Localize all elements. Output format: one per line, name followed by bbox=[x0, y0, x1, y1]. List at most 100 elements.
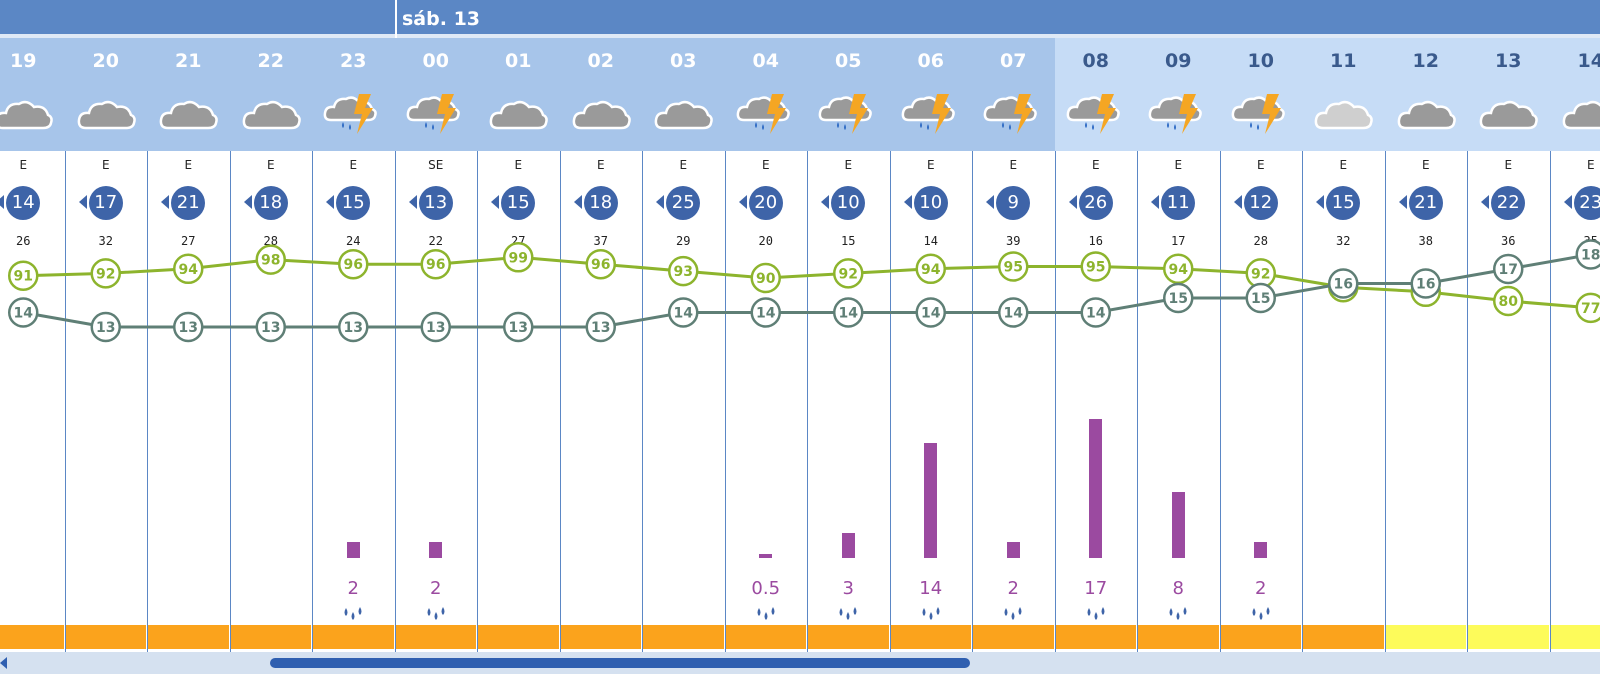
hour-label: 20 bbox=[92, 50, 119, 72]
precipitation-bar bbox=[1171, 492, 1185, 558]
hour-header: 03 bbox=[642, 38, 725, 151]
hour-label: 13 bbox=[1495, 50, 1522, 72]
wind-speed-badge: 15 bbox=[336, 186, 371, 220]
hour-label: 19 bbox=[10, 50, 37, 72]
thunderstorm-rain-icon bbox=[1231, 90, 1291, 136]
humidity-point bbox=[420, 248, 451, 280]
hour-header: 20 bbox=[64, 38, 147, 151]
cloud-icon bbox=[158, 90, 219, 136]
column-divider bbox=[559, 38, 561, 652]
hour-label: 21 bbox=[175, 50, 202, 72]
wind-speed-badge: 20 bbox=[748, 186, 783, 220]
precipitation-value: 14 bbox=[919, 578, 943, 599]
wind-direction: E bbox=[679, 158, 688, 172]
wind-arrow-icon bbox=[161, 195, 170, 209]
hour-header: 11 bbox=[1302, 38, 1385, 151]
column-divider bbox=[1219, 38, 1221, 652]
day-label: sáb. 13 bbox=[402, 8, 481, 30]
warning-band bbox=[148, 625, 229, 649]
precipitation-value: 2 bbox=[1007, 578, 1019, 599]
rain-drops-icon bbox=[312, 604, 395, 627]
temperature-label: 18 bbox=[1581, 248, 1600, 264]
humidity-label: 91 bbox=[14, 269, 33, 285]
wind-arrow-icon bbox=[491, 195, 500, 209]
wind-arrow-icon bbox=[243, 195, 252, 209]
hour-label: 05 bbox=[835, 50, 862, 72]
wind-direction: E bbox=[1504, 158, 1513, 172]
column-divider bbox=[64, 38, 66, 652]
humidity-label: 94 bbox=[179, 262, 199, 278]
temperature-label: 13 bbox=[344, 320, 363, 336]
wind-gust: 14 bbox=[923, 234, 938, 248]
temperature-label: 13 bbox=[426, 320, 445, 336]
hour-header: 02 bbox=[559, 38, 642, 151]
temperature-label: 15 bbox=[1169, 291, 1188, 307]
temperature-point bbox=[833, 297, 864, 328]
wind-arrow-icon bbox=[1151, 195, 1160, 209]
thunderstorm-rain-icon bbox=[1066, 90, 1126, 136]
hour-header: 10 bbox=[1219, 38, 1302, 151]
temperature-point bbox=[255, 311, 286, 343]
hour-label: 22 bbox=[257, 50, 284, 72]
humidity-label: 93 bbox=[674, 264, 693, 280]
forecast-chart-lines: 9192949896969996939092949595949286848077… bbox=[8, 239, 1600, 343]
wind-speed-badge: 11 bbox=[1161, 186, 1196, 220]
humidity-point bbox=[173, 253, 204, 285]
hour-label: 14 bbox=[1577, 50, 1600, 72]
wind-direction: E bbox=[1421, 158, 1430, 172]
column-divider bbox=[1384, 38, 1386, 652]
column-divider bbox=[477, 38, 478, 652]
wind-speed-badge: 18 bbox=[583, 186, 618, 220]
temperature-label: 13 bbox=[179, 320, 198, 336]
precipitation-value: 0.5 bbox=[751, 578, 781, 599]
humidity-label: 92 bbox=[96, 266, 115, 282]
wind-direction: E bbox=[1586, 158, 1595, 172]
hour-label: 09 bbox=[1165, 50, 1192, 72]
cloud-icon bbox=[488, 90, 549, 136]
warning-band bbox=[1550, 625, 1600, 649]
humidity-point bbox=[8, 260, 39, 291]
thunderstorm-rain-icon bbox=[901, 90, 961, 136]
warning-band bbox=[1220, 625, 1301, 649]
warning-band bbox=[725, 625, 806, 649]
wind-direction: E bbox=[1174, 158, 1183, 172]
hour-header: 08 bbox=[1054, 38, 1137, 151]
column-divider bbox=[642, 38, 643, 652]
temperature-label: 13 bbox=[261, 320, 280, 336]
temperature-label: 14 bbox=[674, 306, 694, 322]
precipitation-value: 2 bbox=[347, 578, 359, 599]
wind-direction: SE bbox=[428, 158, 444, 172]
wind-speed-badge: 22 bbox=[1491, 186, 1526, 220]
temperature-point bbox=[420, 311, 451, 343]
temperature-label: 14 bbox=[921, 306, 941, 322]
wind-direction: E bbox=[926, 158, 935, 172]
cloud-icon bbox=[1561, 90, 1600, 136]
wind-speed-badge: 23 bbox=[1573, 186, 1600, 220]
hour-header: 04 bbox=[724, 38, 807, 151]
scroll-thumb[interactable] bbox=[270, 658, 970, 668]
wind-direction: E bbox=[761, 158, 770, 172]
temperature-point bbox=[338, 311, 369, 343]
wind-gust: 26 bbox=[16, 234, 31, 248]
warning-band bbox=[1055, 625, 1136, 649]
wind-gust: 24 bbox=[346, 234, 361, 248]
wind-gust: 29 bbox=[676, 234, 691, 248]
warning-band bbox=[313, 625, 394, 649]
humidity-point bbox=[915, 253, 946, 285]
horizontal-scrollbar[interactable] bbox=[0, 652, 1600, 674]
precipitation-value: 3 bbox=[842, 578, 854, 599]
humidity-point bbox=[1493, 285, 1524, 317]
wind-direction: E bbox=[101, 158, 110, 172]
wind-speed-badge: 9 bbox=[996, 186, 1031, 220]
wind-arrow-icon bbox=[1398, 195, 1407, 209]
temperature-label: 16 bbox=[1416, 277, 1435, 293]
rain-drops-icon bbox=[890, 604, 973, 627]
wind-gust: 32 bbox=[1336, 234, 1351, 248]
temperature-label: 14 bbox=[14, 306, 34, 322]
header-divider bbox=[0, 34, 1600, 38]
humidity-point bbox=[1080, 251, 1111, 282]
humidity-point bbox=[833, 258, 864, 289]
humidity-label: 95 bbox=[1004, 260, 1023, 276]
rain-drops-icon bbox=[725, 604, 808, 627]
scroll-left-icon[interactable] bbox=[0, 657, 7, 669]
